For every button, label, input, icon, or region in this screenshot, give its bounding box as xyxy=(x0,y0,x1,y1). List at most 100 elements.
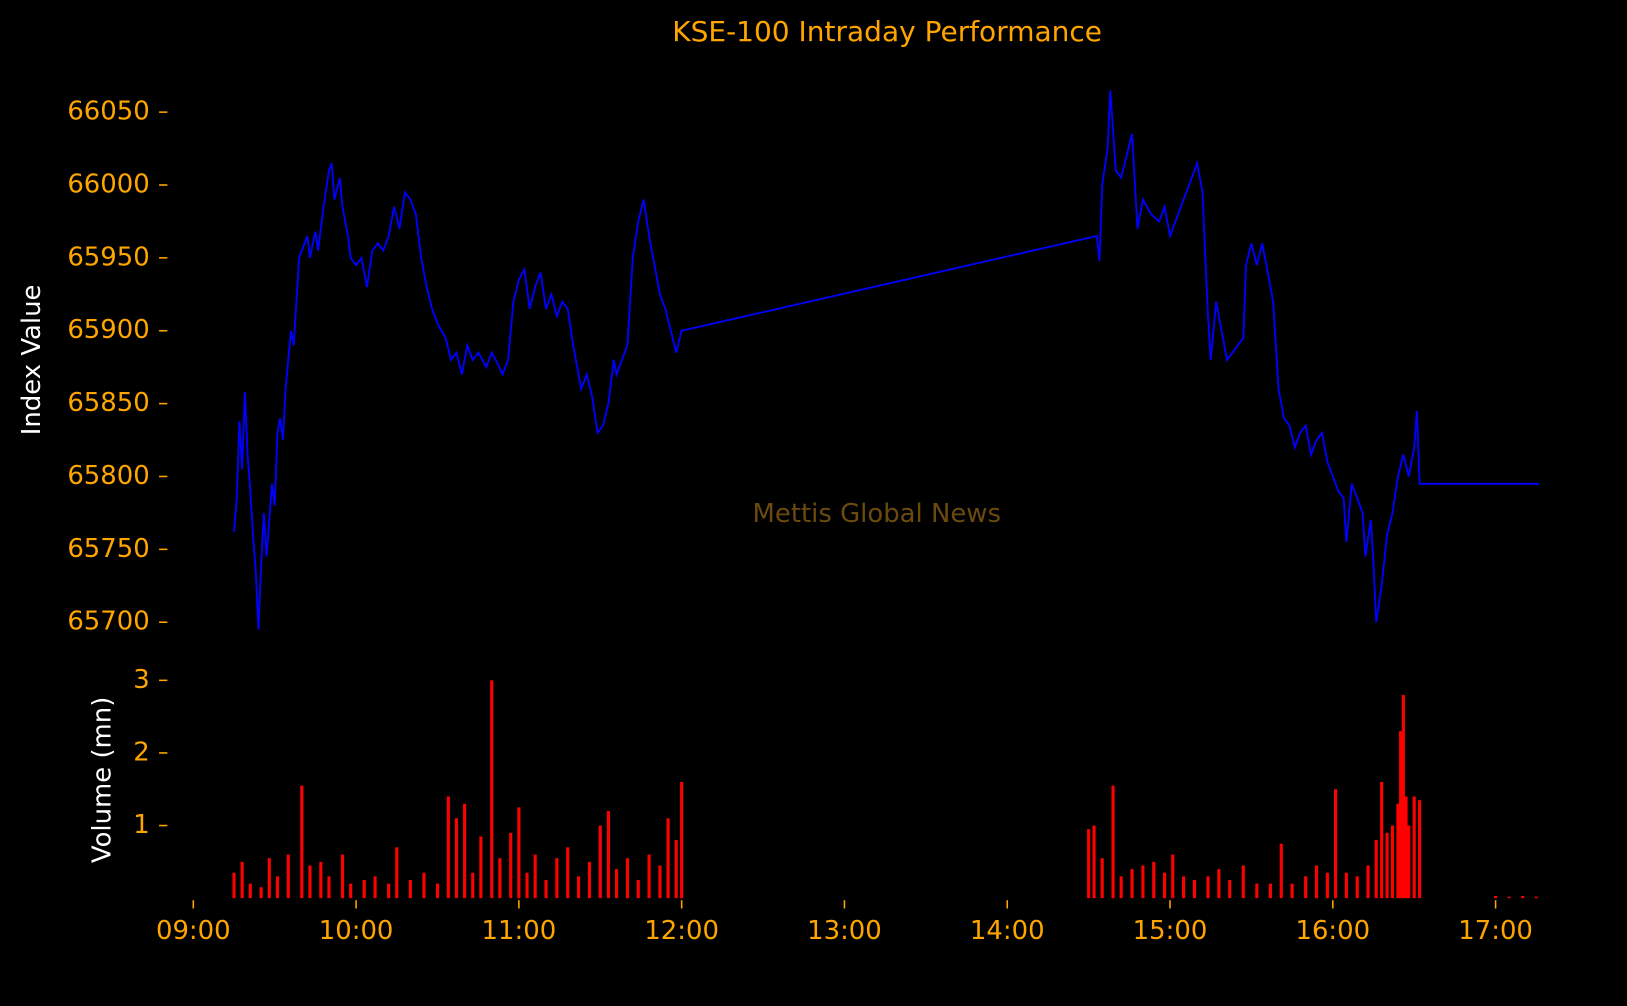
x-tick-label: 09:00 xyxy=(156,916,231,946)
volume-bar xyxy=(373,876,377,899)
volume-bar xyxy=(1380,781,1384,899)
volume-bar xyxy=(1241,865,1245,899)
volume-bar xyxy=(1355,876,1359,899)
watermark: Mettis Global News xyxy=(753,499,1001,529)
volume-bar xyxy=(1206,876,1210,899)
volume-bar xyxy=(446,796,450,899)
volume-bar xyxy=(454,818,459,899)
volume-bar xyxy=(1366,865,1370,899)
volume-bar xyxy=(248,883,252,899)
volume-bar xyxy=(479,836,483,899)
volume-bar xyxy=(1374,840,1378,899)
volume-bar xyxy=(387,883,391,899)
volume-bar xyxy=(674,840,678,899)
volume-bar xyxy=(349,883,353,899)
y-tick-label: 66050 xyxy=(67,97,149,127)
volume-bar xyxy=(1396,803,1400,899)
y-tick-label: 3 xyxy=(133,665,149,695)
volume-bar xyxy=(1111,785,1115,899)
volume-bar xyxy=(1399,731,1403,899)
volume-bar xyxy=(422,872,426,899)
volume-bar xyxy=(587,861,591,899)
volume-bar xyxy=(1087,829,1091,899)
volume-bar xyxy=(1521,895,1525,899)
volume-bar xyxy=(606,811,610,899)
volume-bar xyxy=(577,876,581,899)
volume-bar xyxy=(1268,883,1272,899)
volume-bar xyxy=(614,869,619,899)
volume-bar xyxy=(471,872,475,899)
volume-bar xyxy=(1119,876,1123,899)
x-tick-label: 10:00 xyxy=(319,916,394,946)
volume-bar xyxy=(636,879,640,899)
volume-bar xyxy=(1404,796,1408,899)
x-tick-label: 17:00 xyxy=(1458,916,1533,946)
volume-bar xyxy=(286,854,290,899)
volume-bar xyxy=(680,781,684,899)
volume-bar xyxy=(509,832,513,899)
volume-bar xyxy=(1228,879,1232,899)
x-tick-label: 16:00 xyxy=(1295,916,1370,946)
volume-bar xyxy=(300,785,304,899)
volume-bar xyxy=(555,858,559,899)
volume-bar xyxy=(1507,896,1511,899)
volume-bar xyxy=(658,865,662,899)
volume-bar xyxy=(1418,800,1422,899)
y-tick-label: 65700 xyxy=(67,607,149,637)
volume-bar xyxy=(1152,861,1156,899)
volume-bar xyxy=(525,872,529,899)
y-tick-label: 2 xyxy=(133,737,149,767)
volume-bar xyxy=(647,854,651,899)
volume-bar xyxy=(1130,869,1134,899)
volume-bar xyxy=(308,865,312,899)
volume-bar xyxy=(1182,876,1186,899)
volume-bar xyxy=(1100,858,1104,899)
y-tick-label: 65950 xyxy=(67,242,149,272)
volume-bar xyxy=(566,847,570,899)
volume-bar xyxy=(1304,876,1308,899)
volume-bar xyxy=(1217,869,1221,899)
volume-bar xyxy=(408,879,412,899)
x-tick-label: 13:00 xyxy=(807,916,882,946)
volume-bar xyxy=(1290,883,1294,899)
volume-bar xyxy=(1255,883,1259,899)
volume-bar xyxy=(1333,789,1338,899)
volume-bar xyxy=(435,883,440,899)
x-tick-label: 15:00 xyxy=(1133,916,1208,946)
volume-bar xyxy=(240,861,244,899)
volume-bar xyxy=(1141,865,1145,899)
volume-bar xyxy=(1163,872,1167,899)
y-tick-label: 65750 xyxy=(67,534,149,564)
volume-bar xyxy=(1314,865,1319,899)
volume-bar xyxy=(395,847,399,899)
volume-bar xyxy=(267,858,271,899)
volume-bar xyxy=(275,876,279,899)
volume-bar xyxy=(327,876,331,899)
volume-bar xyxy=(319,861,323,899)
volume-bar xyxy=(1494,895,1498,899)
y-axis-label: Volume (mn) xyxy=(88,697,118,863)
index-line xyxy=(233,90,1540,630)
volume-bar xyxy=(1534,896,1538,899)
volume-bar xyxy=(340,854,345,899)
y-tick-label: 65800 xyxy=(67,461,149,491)
volume-bar xyxy=(1279,843,1283,899)
y-axis-label: Index Value xyxy=(17,285,47,436)
volume-bar xyxy=(498,858,502,899)
volume-bar xyxy=(1325,872,1329,899)
chart-title: KSE-100 Intraday Performance xyxy=(672,15,1102,48)
volume-bar xyxy=(362,879,366,899)
y-tick-label: 66000 xyxy=(67,170,149,200)
volume-bar xyxy=(598,825,602,899)
volume-bar xyxy=(1344,872,1348,899)
volume-bar xyxy=(259,887,263,899)
volume-bar xyxy=(1171,854,1175,899)
x-tick-label: 11:00 xyxy=(482,916,557,946)
volume-bar xyxy=(544,879,548,899)
volume-bar xyxy=(1092,825,1096,899)
volume-bar xyxy=(232,872,236,899)
volume-bar xyxy=(1412,796,1416,899)
volume-bar xyxy=(625,858,629,899)
x-tick-label: 12:00 xyxy=(644,916,719,946)
